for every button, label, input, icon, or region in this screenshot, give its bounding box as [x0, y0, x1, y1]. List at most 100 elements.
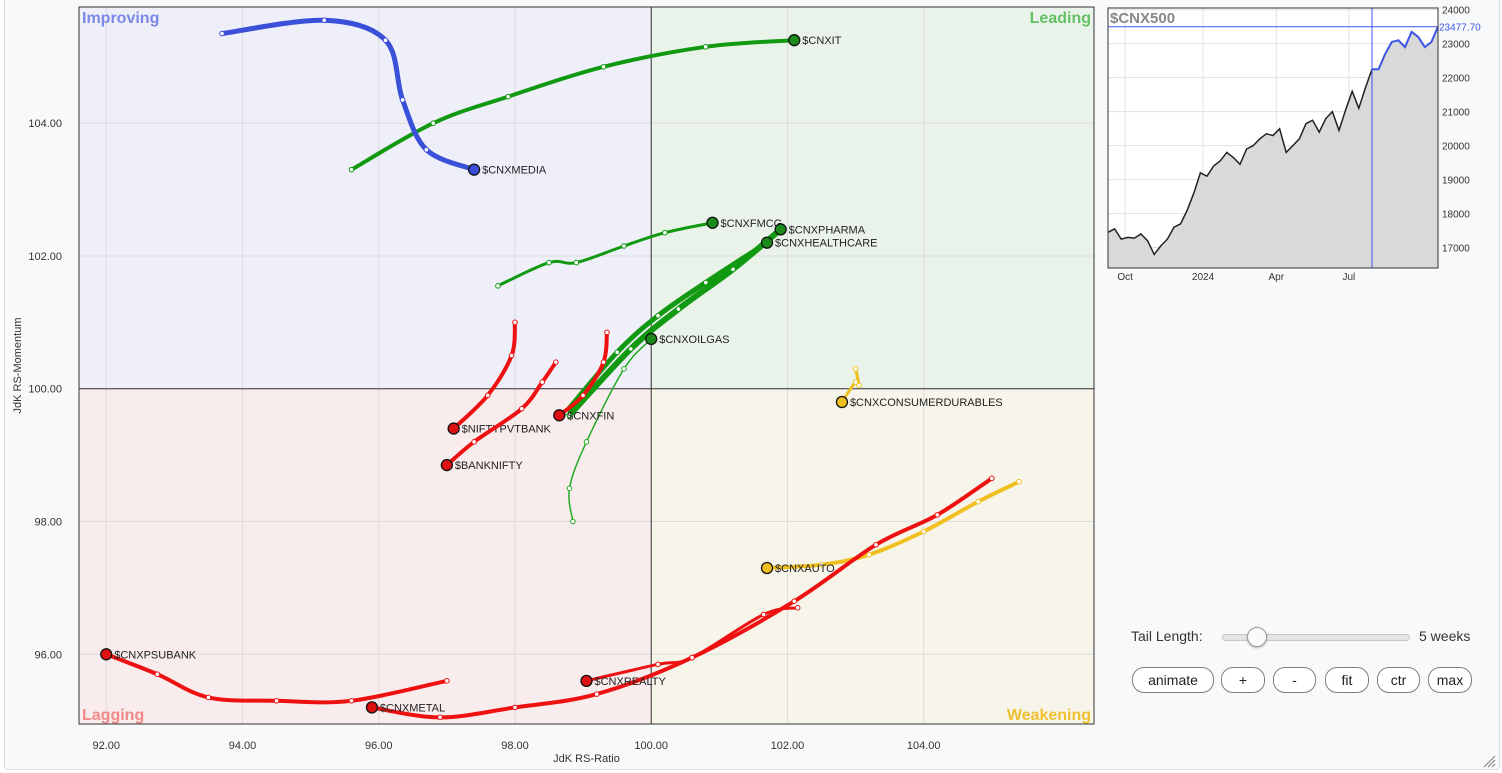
mini-x-tick-label: Jul — [1343, 272, 1356, 283]
mini-y-tick-label: 17000 — [1442, 244, 1470, 255]
series-label-cnxhealthcare: $CNXHEALTHCARE — [775, 238, 878, 250]
x-tick-label: 102.00 — [771, 740, 805, 752]
head-marker-cnxit — [788, 34, 801, 47]
quadrant-leading — [651, 7, 1094, 389]
tail-point — [621, 366, 627, 372]
y-tick-label: 100.00 — [28, 384, 62, 396]
head-marker-cnxhealthcare — [760, 236, 774, 249]
tail-point — [760, 611, 767, 618]
tail-point — [154, 671, 161, 678]
tail-line-cnxfmcg — [496, 221, 714, 288]
tail-point — [553, 359, 559, 365]
tail-point — [689, 654, 695, 661]
tail-length-slider[interactable] — [1222, 626, 1410, 647]
mini-y-tick-label: 18000 — [1442, 210, 1470, 221]
quadrant-weakening — [651, 388, 1094, 724]
tail-point — [866, 551, 873, 558]
mini-y-tick-label: 24000 — [1442, 6, 1470, 17]
tail-point — [600, 359, 607, 365]
tail-point — [600, 63, 607, 70]
zoom-in-button[interactable]: + — [1221, 667, 1265, 693]
resize-handle-icon[interactable] — [1482, 754, 1496, 768]
tail-point — [856, 382, 862, 389]
head-marker-cnxmedia — [467, 163, 481, 176]
rrg-chart: 92.00 94.00 96.00 98.00 100.00 102.00 104.00 96… — [12, 6, 1095, 765]
tail-length-value: 5 weeks — [1419, 628, 1471, 644]
y-tick-label: 104.00 — [28, 118, 62, 130]
head-marker-cnxfin — [553, 409, 566, 422]
series-label-cnxauto: $CNXAUTO — [775, 563, 835, 575]
max-button[interactable]: max — [1428, 667, 1472, 693]
quadrant-label-leading: Leading — [1030, 10, 1091, 27]
series-label-cnxpsubank: $CNXPSUBANK — [114, 649, 197, 661]
x-tick-label: 100.00 — [634, 740, 668, 752]
series-label-cnxoilgas: $CNXOILGAS — [659, 334, 729, 346]
series-cnxpsubank: $CNXPSUBANK — [100, 648, 450, 705]
series-label-cnxconsumerdurables: $CNXCONSUMERDURABLES — [850, 397, 1003, 409]
mini-plot-border — [1107, 7, 1439, 269]
tail-point — [539, 379, 546, 385]
head-marker-cnxmetal — [365, 701, 379, 714]
series-label-cnxfin: $CNXFIN — [567, 410, 614, 422]
tail-point — [382, 37, 389, 43]
series-label-cnxrealty: $CNXREALTY — [595, 676, 667, 688]
tail-point — [205, 694, 212, 701]
head-marker-banknifty — [440, 458, 454, 472]
series-cnxauto: $CNXAUTO — [760, 478, 1022, 575]
tail-point — [655, 661, 661, 668]
x-tick-label: 92.00 — [92, 740, 120, 752]
y-axis-label: JdK RS-Momentum — [12, 318, 24, 414]
series-label-cnxmedia: $CNXMEDIA — [482, 165, 547, 177]
tail-point — [655, 312, 661, 319]
tail-point — [508, 352, 515, 359]
tail-point — [518, 405, 525, 412]
mini-price-chart: 17000 18000 19000 20000 21000 22000 23000 24000… — [1107, 6, 1481, 283]
tail-point — [512, 319, 518, 326]
tail-line-niftypvtbank — [451, 320, 517, 431]
head-marker-cnxrealty — [580, 674, 593, 687]
tail-point — [934, 512, 941, 518]
tail-point — [1016, 478, 1022, 485]
animate-button[interactable]: animate — [1132, 667, 1214, 693]
mini-y-tick-label: 19000 — [1442, 176, 1470, 187]
quadrant-label-weakening: Weakening — [1007, 707, 1091, 724]
series-label-niftypvtbank: $NIFTYPVTBANK — [462, 424, 552, 436]
tail-point — [505, 93, 511, 100]
quadrant-lagging — [79, 388, 652, 724]
slider-thumb[interactable] — [1247, 627, 1268, 647]
x-axis-label: JdK RS-Ratio — [553, 753, 620, 765]
head-marker-cnxoilgas — [645, 332, 658, 346]
tail-point — [920, 528, 927, 535]
tail-point — [430, 120, 437, 126]
center-button[interactable]: ctr — [1377, 667, 1420, 693]
tail-point — [273, 697, 280, 704]
tail-line-cnxauto — [765, 479, 1022, 570]
quadrant-label-improving: Improving — [82, 10, 159, 27]
series-cnxoilgas: $CNXOILGAS — [566, 332, 730, 525]
tail-point — [873, 541, 879, 548]
x-tick-label: 98.00 — [501, 740, 529, 752]
mini-y-tick-label: 21000 — [1442, 108, 1470, 119]
fit-button[interactable]: fit — [1325, 667, 1369, 693]
tail-point — [627, 346, 634, 352]
tail-point — [818, 561, 825, 568]
tail-point — [495, 283, 501, 289]
tail-point — [348, 697, 355, 704]
y-tick-label: 98.00 — [34, 517, 62, 529]
tail-point — [989, 475, 995, 482]
series-banknifty: $BANKNIFTY — [440, 359, 559, 472]
zoom-out-button[interactable]: - — [1273, 667, 1316, 693]
tail-point — [512, 704, 518, 711]
mini-price-line — [1107, 68, 1373, 256]
head-marker-cnxconsumerdurables — [835, 395, 849, 409]
tail-point — [852, 379, 859, 385]
tail-length-label: Tail Length: — [1131, 628, 1203, 644]
y-tick-label: 102.00 — [28, 251, 62, 263]
tail-line-cnxit — [349, 38, 797, 172]
tail-point — [794, 605, 801, 611]
mini-tail-line — [1372, 26, 1439, 71]
mini-x-tick-label: Oct — [1117, 272, 1133, 283]
tail-point — [423, 146, 430, 153]
tail-point — [471, 439, 477, 445]
series-cnxmedia: $CNXMEDIA — [219, 17, 547, 177]
